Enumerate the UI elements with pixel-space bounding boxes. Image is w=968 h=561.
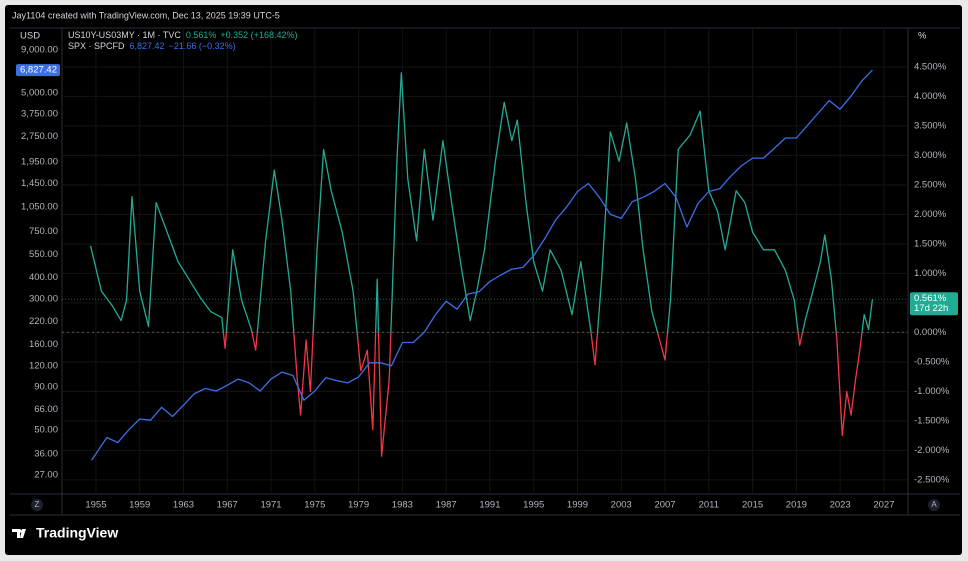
legend-entry: SPX · SPCFD 6,827.42 −21.66 (−0.32%) — [68, 41, 236, 51]
series-line — [89, 72, 874, 457]
y2-tick-label: 4.000% — [914, 91, 947, 102]
logo-mark — [18, 529, 22, 533]
auto-button[interactable] — [928, 499, 940, 511]
y2-tick-label: -0.500% — [914, 356, 950, 367]
y2-tick-label: 3.000% — [914, 150, 947, 161]
price-badge — [910, 292, 958, 316]
x-tick-label: 1963 — [173, 500, 194, 511]
x-tick-label: 2007 — [654, 500, 675, 511]
x-tick-label: 1979 — [348, 500, 369, 511]
logo-mark — [12, 529, 26, 538]
y2-tick-label: 1.000% — [914, 268, 947, 279]
x-tick-label: 1999 — [567, 500, 588, 511]
y2-tick-label: 4.500% — [914, 61, 947, 72]
x-tick-label: 1955 — [85, 500, 106, 511]
legend-name: US10Y-US03MY · 1M · TVC — [68, 30, 181, 40]
y2-tick-label: 2.000% — [914, 209, 947, 220]
y-tick-label: 550.00 — [29, 249, 58, 260]
panel — [5, 5, 962, 555]
countdown: 17d 22h — [914, 303, 948, 314]
y2-tick-label: 1.500% — [914, 238, 947, 249]
price-badge-label: 0.561% — [914, 293, 947, 304]
y-tick-label: 3,750.00 — [21, 108, 58, 119]
price-badge — [16, 64, 60, 77]
y2-tick-label: -1.000% — [914, 386, 950, 397]
y-tick-label: 50.00 — [34, 424, 58, 435]
logo — [12, 529, 26, 538]
x-tick-label: 1987 — [436, 500, 457, 511]
series-line — [90, 69, 873, 461]
y-tick-label: 1,950.00 — [21, 156, 58, 167]
y-tick-label: 1,050.00 — [21, 202, 58, 213]
y-tick-label: 160.00 — [29, 339, 58, 350]
legend-entry: US10Y-US03MY · 1M · TVC 0.561% +0.352 (+16… — [68, 30, 297, 40]
button-label[interactable]: Z — [35, 500, 40, 509]
x-tick-label: 2019 — [786, 500, 807, 511]
y-tick-label: 90.00 — [34, 381, 58, 392]
x-tick-label: 2027 — [873, 500, 894, 511]
y2-tick-label: -2.000% — [914, 445, 950, 456]
legend-value: 6,827.42 — [130, 41, 165, 51]
x-tick-label: 2015 — [742, 500, 763, 511]
y2-tick-label: -1.500% — [914, 415, 950, 426]
y2-tick-label: 0.000% — [914, 327, 947, 338]
axis-label: % — [918, 31, 927, 42]
y-tick-label: 300.00 — [29, 293, 58, 304]
x-tick-label: 2023 — [830, 500, 851, 511]
x-tick-label: 1975 — [304, 500, 325, 511]
legend-change: +0.352 (+168.42%) — [220, 30, 297, 40]
x-tick-label: 2011 — [699, 500, 719, 511]
x-tick-label: 1983 — [392, 500, 413, 511]
x-tick-label: 1991 — [479, 500, 500, 511]
y-tick-label: 5,000.00 — [21, 87, 58, 98]
y-tick-label: 750.00 — [29, 226, 58, 237]
y-tick-label: 2,750.00 — [21, 131, 58, 142]
x-tick-label: 1967 — [217, 500, 238, 511]
y2-tick-label: 3.500% — [914, 120, 947, 131]
y-tick-label: 9,000.00 — [21, 44, 58, 55]
legend-value: 0.561% — [186, 30, 217, 40]
y-tick-label: 400.00 — [29, 272, 58, 283]
price-badge-label: 6,827.42 — [20, 65, 57, 76]
header: Jay1104 created with TradingView.com, De… — [12, 10, 280, 20]
y-tick-label: 1,450.00 — [21, 178, 58, 189]
x-tick-label: 1995 — [523, 500, 544, 511]
y-tick-label: 120.00 — [29, 360, 58, 371]
y-tick-label: 27.00 — [34, 469, 58, 480]
x-tick-label: 1959 — [129, 500, 150, 511]
legend-change: −21.66 (−0.32%) — [169, 41, 236, 51]
x-tick-label: 2003 — [611, 500, 632, 511]
y-tick-label: 36.00 — [34, 448, 58, 459]
y-tick-label: 66.00 — [34, 404, 58, 415]
footer-brand: TradingView — [36, 525, 118, 541]
y-tick-label: 220.00 — [29, 316, 58, 327]
axis-label: USD — [20, 31, 40, 42]
legend-name: SPX · SPCFD — [68, 41, 125, 51]
y2-tick-label: 2.500% — [914, 179, 947, 190]
zoom-button[interactable] — [31, 499, 43, 511]
y2-tick-label: -2.500% — [914, 474, 950, 485]
button-label[interactable]: A — [931, 500, 937, 509]
x-tick-label: 1971 — [260, 500, 281, 511]
